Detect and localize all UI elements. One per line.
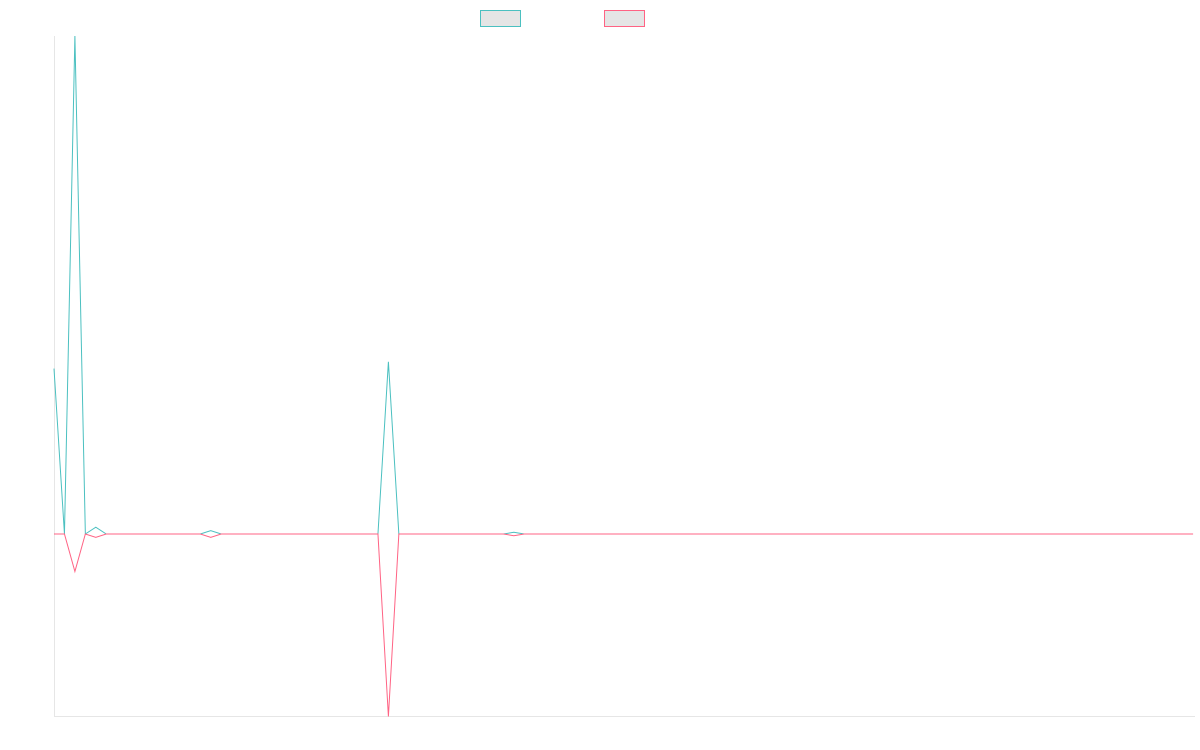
legend-swatch-series-2[interactable] [604,10,645,27]
chart-axes [54,36,1195,717]
series-line-2 [54,533,1194,717]
chart-legend[interactable] [480,10,645,27]
legend-swatch-series-1[interactable] [480,10,521,27]
plot-area [53,35,1194,717]
series-line-1 [53,35,1194,535]
